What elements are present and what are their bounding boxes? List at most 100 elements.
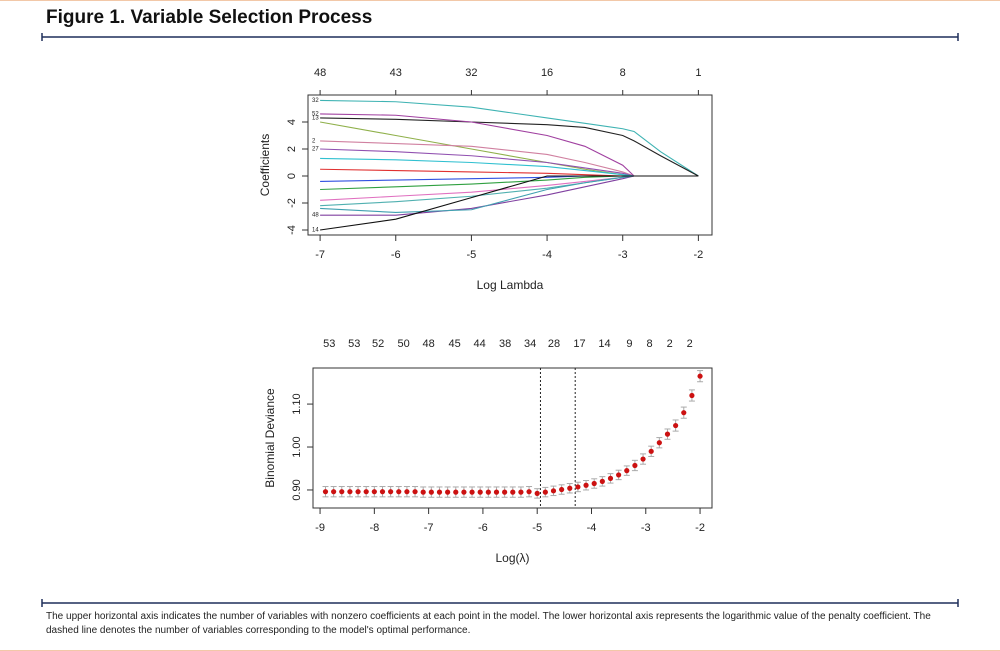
x2-tick-label: 14 bbox=[598, 338, 610, 350]
point bbox=[518, 489, 524, 495]
coefficient-path bbox=[320, 175, 699, 214]
x2-tick-label: 2 bbox=[667, 338, 673, 350]
x2-tick-label: 34 bbox=[524, 338, 536, 350]
x2-tick-label: 53 bbox=[323, 338, 335, 350]
coefficient-path bbox=[320, 117, 699, 177]
x2-tick-label: 50 bbox=[398, 338, 410, 350]
x2-tick-label: 2 bbox=[687, 338, 693, 350]
point bbox=[477, 489, 483, 495]
coefficient-path bbox=[320, 175, 699, 182]
point bbox=[502, 489, 508, 495]
point bbox=[616, 472, 622, 478]
point bbox=[526, 489, 532, 495]
path-label: 14 bbox=[312, 228, 319, 234]
point bbox=[461, 489, 467, 495]
point bbox=[673, 422, 679, 429]
path-label: 52 bbox=[312, 111, 319, 117]
point bbox=[697, 373, 703, 379]
top-rule bbox=[41, 33, 959, 41]
point bbox=[607, 475, 614, 481]
coefficient-path bbox=[320, 168, 699, 177]
point bbox=[322, 489, 329, 495]
point bbox=[550, 488, 557, 494]
point bbox=[542, 489, 548, 495]
path-label: 48 bbox=[312, 213, 319, 219]
point bbox=[396, 489, 402, 495]
point bbox=[445, 489, 451, 495]
x2-tick-label: 44 bbox=[474, 338, 486, 350]
x2-tick-label: 53 bbox=[348, 338, 360, 350]
x-axis-title: Log Lambda bbox=[477, 278, 544, 292]
bottom-rule bbox=[41, 599, 959, 607]
x-tick-label: -4 bbox=[587, 522, 597, 534]
x2-tick-label: 45 bbox=[449, 338, 461, 350]
point bbox=[339, 489, 345, 495]
coefficient-path bbox=[320, 175, 699, 231]
point bbox=[664, 431, 671, 437]
x2-tick-label: 8 bbox=[647, 338, 653, 350]
point bbox=[388, 489, 394, 495]
y-axis-title: Coefficients bbox=[258, 134, 272, 196]
x-tick-label: -2 bbox=[693, 249, 703, 261]
x-tick-label: -9 bbox=[315, 522, 325, 534]
edge-line bbox=[0, 0, 1000, 1]
point bbox=[469, 489, 475, 495]
x2-tick-label: 48 bbox=[423, 338, 435, 350]
point bbox=[534, 490, 540, 496]
x2-tick-label: 9 bbox=[626, 338, 632, 350]
path-label: 13 bbox=[312, 116, 319, 122]
x-tick-label: -7 bbox=[424, 522, 434, 534]
point bbox=[485, 489, 491, 495]
point bbox=[591, 480, 597, 487]
x-tick-label: -4 bbox=[542, 249, 552, 261]
y-axis-title: Binomial Deviance bbox=[263, 388, 277, 488]
x2-tick-label: 38 bbox=[499, 338, 511, 350]
caption: The upper horizontal axis indicates the … bbox=[46, 611, 931, 636]
point bbox=[371, 489, 377, 495]
y-tick-label: -4 bbox=[286, 225, 298, 235]
x-tick-label: -7 bbox=[315, 249, 325, 261]
coefficient-path bbox=[320, 157, 699, 177]
x-tick-label: -6 bbox=[478, 522, 488, 534]
x-tick-label: -3 bbox=[641, 522, 651, 534]
point bbox=[575, 484, 581, 490]
point bbox=[583, 482, 589, 488]
x-tick-label: -3 bbox=[618, 249, 628, 261]
x-tick-label: -5 bbox=[532, 522, 542, 534]
x2-tick-label: 52 bbox=[372, 338, 384, 350]
coefficient-path bbox=[320, 175, 699, 201]
point bbox=[681, 410, 687, 416]
coefficient-path bbox=[320, 148, 699, 177]
y-tick-label: 2 bbox=[286, 146, 298, 152]
point bbox=[632, 462, 638, 469]
x-axis-title: Log(λ) bbox=[495, 551, 529, 565]
x2-tick-label: 32 bbox=[465, 67, 477, 79]
y-tick-label: 0 bbox=[286, 173, 298, 179]
y-tick-label: -2 bbox=[286, 198, 298, 208]
point bbox=[412, 489, 418, 495]
x2-tick-label: 28 bbox=[548, 338, 560, 350]
point bbox=[436, 489, 443, 495]
point bbox=[510, 489, 516, 495]
plot-frame bbox=[307, 94, 713, 236]
y-tick-label: 0.90 bbox=[291, 479, 303, 500]
x-tick-label: -2 bbox=[695, 522, 705, 534]
x2-tick-label: 17 bbox=[573, 338, 585, 350]
point bbox=[624, 468, 630, 474]
x2-tick-label: 16 bbox=[541, 67, 553, 79]
point bbox=[331, 489, 337, 495]
coefficient-path bbox=[320, 99, 699, 177]
x2-tick-label: 1 bbox=[695, 67, 701, 79]
point bbox=[559, 486, 565, 493]
path-label: 27 bbox=[312, 147, 319, 153]
y-tick-label: 1.10 bbox=[291, 393, 303, 414]
point bbox=[428, 489, 434, 495]
x2-tick-label: 43 bbox=[390, 67, 402, 79]
y-tick-label: 1.00 bbox=[291, 436, 303, 457]
point bbox=[567, 485, 573, 491]
point bbox=[493, 489, 500, 495]
point bbox=[453, 489, 459, 495]
x-tick-label: -5 bbox=[467, 249, 477, 261]
point bbox=[404, 489, 410, 495]
